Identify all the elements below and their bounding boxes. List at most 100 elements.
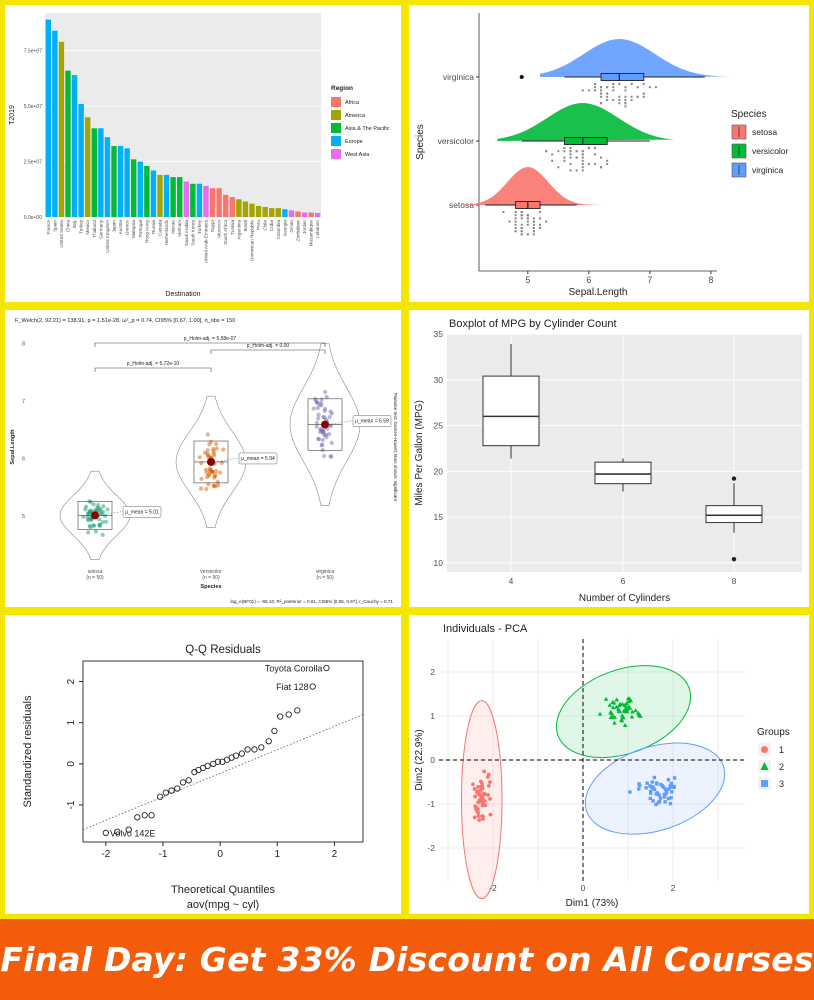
- data-dot: [514, 230, 517, 233]
- x-tick-label: Chile: [263, 220, 268, 231]
- data-point: [204, 762, 211, 770]
- bar: [242, 201, 249, 217]
- bar: [301, 212, 308, 217]
- bar: [255, 205, 262, 217]
- data-point: [251, 746, 258, 753]
- bar: [157, 174, 163, 217]
- group-1-point: [486, 793, 490, 797]
- group-1-point: [473, 804, 478, 809]
- group-1-point: [480, 781, 484, 785]
- data-point: [179, 779, 187, 786]
- bar: [203, 185, 209, 217]
- data-point: [329, 440, 334, 445]
- bar: [85, 117, 91, 217]
- data-dot: [557, 166, 560, 169]
- bar: [229, 197, 235, 217]
- data-point: [329, 454, 334, 459]
- bar: [78, 103, 84, 217]
- bar: [269, 208, 275, 217]
- data-point: [314, 424, 319, 429]
- box: [705, 505, 763, 524]
- x-tick-label: United Kingdom: [105, 220, 110, 253]
- data-point: [320, 447, 325, 453]
- group-2-point: [614, 704, 619, 709]
- group-3-point: [652, 775, 657, 780]
- y-tick-label: setosa: [449, 200, 474, 210]
- data-point: [97, 517, 102, 522]
- data-point: [93, 529, 98, 534]
- y-axis-title: Sepal.Length: [10, 429, 16, 465]
- data-dot: [545, 150, 548, 153]
- data-dot: [600, 95, 603, 98]
- bar: [98, 128, 104, 217]
- bar: [111, 146, 117, 217]
- data-point: [327, 414, 332, 420]
- count-label: (n = 50): [202, 575, 220, 581]
- group-1-point: [486, 784, 491, 788]
- group-2-point: [617, 709, 623, 714]
- x-tick-label: 2: [332, 849, 338, 860]
- data-point: [91, 502, 96, 507]
- data-dot: [551, 159, 554, 162]
- x-tick-label: Japan: [112, 220, 117, 233]
- x-tick-label: Oman: [289, 220, 294, 233]
- bar: [177, 177, 183, 217]
- group-1-point: [481, 791, 486, 796]
- group-2-point: [603, 696, 609, 701]
- legend-label: versicolor: [752, 146, 789, 156]
- y-tick-label: versicolor: [438, 136, 475, 146]
- x-tick-label: Italy: [72, 219, 77, 228]
- data-point: [322, 415, 327, 420]
- data-dot: [618, 99, 621, 101]
- y-axis-title: Standardized residuals: [22, 695, 34, 807]
- x-tick-label: 0: [217, 849, 223, 860]
- data-point: [309, 683, 316, 690]
- legend-key-triangle: [760, 762, 769, 770]
- group-1-point: [475, 789, 480, 794]
- data-dot: [618, 95, 621, 98]
- bar: [117, 146, 124, 217]
- group-1-point: [473, 794, 478, 799]
- data-point: [232, 752, 240, 759]
- bar: [209, 188, 216, 217]
- data-point: [311, 406, 316, 411]
- bar: [131, 159, 137, 217]
- mean-label: μ_mean = 5.94: [241, 456, 275, 462]
- x-axis-title: Species: [200, 584, 221, 590]
- pairwise-bar: [210, 349, 326, 354]
- bar: [144, 166, 150, 217]
- data-point: [271, 727, 278, 735]
- data-dot: [636, 86, 639, 89]
- data-point: [174, 785, 181, 792]
- violin: [59, 470, 131, 560]
- y-tick-label: 25: [434, 421, 444, 431]
- data-point: [103, 519, 109, 524]
- x-tick-label: Cuba: [269, 220, 274, 231]
- data-point: [105, 507, 110, 512]
- bar: [249, 203, 255, 217]
- legend-key-square: [761, 780, 768, 787]
- x-tick-label: Zimbabwe: [296, 220, 301, 242]
- legend-key: [331, 97, 341, 107]
- model-subtitle: aov(mpg ~ cyl): [187, 899, 259, 911]
- data-dot: [514, 227, 517, 229]
- x-tick-label: Malaysia: [131, 220, 136, 239]
- x-tick-label: 6: [621, 576, 626, 586]
- group-3-point: [670, 790, 674, 794]
- data-point: [316, 437, 321, 442]
- promo-banner[interactable]: Final Day: Get 33% Discount on All Cours…: [0, 919, 814, 1000]
- data-dot: [606, 163, 609, 165]
- bar: [295, 211, 301, 217]
- data-point: [209, 469, 214, 474]
- bar: [183, 181, 189, 217]
- x-tick-label: Mexico: [85, 220, 90, 235]
- y-tick-label: 10: [434, 558, 444, 568]
- legend-title: Species: [731, 109, 767, 120]
- data-dot: [563, 147, 566, 149]
- group-2-point: [630, 709, 635, 714]
- bar: [190, 183, 196, 217]
- y-tick-label: 7.5e+07: [24, 49, 42, 55]
- data-dot: [612, 99, 615, 101]
- data-point: [185, 777, 192, 784]
- group-3-point: [672, 785, 676, 790]
